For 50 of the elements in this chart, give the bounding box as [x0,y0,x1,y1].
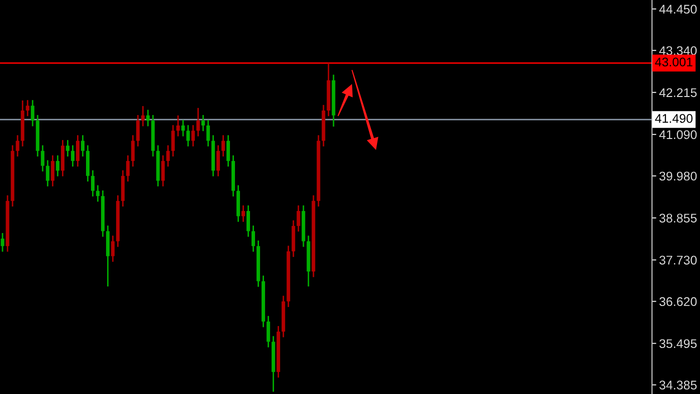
candlestick [26,99,30,117]
candlestick [216,144,220,177]
candlestick [136,114,140,148]
candlestick [252,224,256,252]
candlestick [201,114,205,132]
candlestick [241,204,245,223]
y-tick-label: 39.980 [659,172,697,181]
candlestick [146,109,150,127]
candlestick [40,144,44,172]
candlestick [191,124,195,148]
candlestick [56,154,60,177]
candlestick [30,99,34,127]
candlestick [266,315,270,348]
y-tick-label: 44.450 [659,4,697,14]
candlestick [81,134,85,158]
y-tick-label: 43.340 [659,46,697,56]
candlestick [176,114,180,138]
candlestick [196,107,200,138]
candlestick [70,144,74,168]
candlestick [296,204,300,232]
y-tick-label: 42.215 [659,88,697,98]
candlestick [221,134,225,158]
ref-line-label: 41.490 [655,114,693,123]
candlestick [111,234,115,262]
candlestick [171,124,175,158]
ref-line-label: 43.001 [655,58,692,66]
candlestick [96,184,100,202]
candlestick [0,232,4,252]
candlestick [126,154,130,182]
candlestick [161,154,165,188]
candlestick [246,204,250,238]
candlestick [166,144,170,168]
candlestick [206,119,210,148]
candlestick [76,134,80,168]
candlestick [141,105,145,127]
candlestick [131,134,135,168]
candlestick [50,154,54,188]
candlestick [181,119,185,138]
candlestick [16,134,20,158]
y-tick-label: 36.620 [659,297,697,306]
y-tick-label: 38.855 [659,214,697,223]
candlestick [186,124,190,148]
y-tick-label: 41.090 [659,130,697,140]
candlestick [66,139,70,158]
y-tick-label: 37.730 [659,256,697,265]
y-tick-label: 34.385 [659,380,697,390]
candlestick [91,170,95,198]
candlestick [226,134,230,168]
candlestick [46,160,50,188]
y-tick-label: 35.495 [659,339,697,348]
